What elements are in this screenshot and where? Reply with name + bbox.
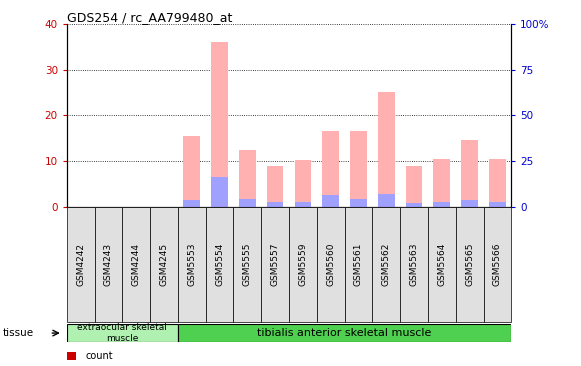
Text: tissue: tissue — [3, 328, 34, 338]
Bar — [350, 198, 367, 207]
Bar — [67, 207, 95, 322]
Bar — [489, 159, 505, 207]
Text: GSM5566: GSM5566 — [493, 243, 502, 286]
Bar — [400, 207, 428, 322]
Bar — [289, 207, 317, 322]
Bar — [239, 150, 256, 207]
Text: GSM5565: GSM5565 — [465, 243, 474, 286]
Bar — [184, 200, 200, 207]
Bar — [406, 203, 422, 207]
Bar — [295, 160, 311, 207]
Text: count: count — [85, 351, 113, 361]
Text: GSM5564: GSM5564 — [437, 243, 446, 286]
Bar — [261, 207, 289, 322]
Bar — [428, 207, 456, 322]
Bar — [317, 207, 345, 322]
Text: GSM4245: GSM4245 — [160, 243, 168, 286]
Bar — [489, 202, 505, 207]
Text: tibialis anterior skeletal muscle: tibialis anterior skeletal muscle — [257, 328, 432, 338]
Bar — [239, 198, 256, 207]
Bar — [178, 324, 511, 342]
Text: GSM5560: GSM5560 — [326, 243, 335, 286]
Bar — [483, 207, 511, 322]
Bar — [350, 131, 367, 207]
Bar — [211, 42, 228, 207]
Text: GSM5562: GSM5562 — [382, 243, 391, 286]
Bar — [433, 202, 450, 207]
Text: GSM5557: GSM5557 — [271, 243, 279, 286]
Bar — [433, 159, 450, 207]
Bar — [206, 207, 234, 322]
Bar — [150, 207, 178, 322]
Bar — [178, 207, 206, 322]
Text: GSM5555: GSM5555 — [243, 243, 252, 286]
Bar — [295, 202, 311, 207]
Text: GSM4243: GSM4243 — [104, 243, 113, 286]
Bar — [378, 194, 394, 207]
Bar — [67, 324, 178, 342]
Bar — [378, 92, 394, 207]
Text: GSM5561: GSM5561 — [354, 243, 363, 286]
Bar — [184, 136, 200, 207]
Text: GSM4244: GSM4244 — [132, 243, 141, 286]
Bar — [461, 141, 478, 207]
Text: GSM5563: GSM5563 — [410, 243, 418, 286]
Bar — [123, 207, 150, 322]
Text: GSM5559: GSM5559 — [299, 243, 307, 286]
Bar — [234, 207, 261, 322]
Text: GDS254 / rc_AA799480_at: GDS254 / rc_AA799480_at — [67, 11, 232, 24]
Bar — [95, 207, 123, 322]
Bar — [267, 165, 284, 207]
Bar — [322, 195, 339, 207]
Text: extraocular skeletal
muscle: extraocular skeletal muscle — [77, 323, 167, 343]
Text: GSM4242: GSM4242 — [76, 243, 85, 286]
Text: GSM5553: GSM5553 — [187, 243, 196, 286]
Bar — [322, 131, 339, 207]
Bar — [461, 200, 478, 207]
Bar — [345, 207, 372, 322]
Bar — [456, 207, 483, 322]
Bar — [372, 207, 400, 322]
Bar — [406, 165, 422, 207]
Bar — [211, 177, 228, 207]
Bar — [267, 202, 284, 207]
Text: GSM5554: GSM5554 — [215, 243, 224, 286]
